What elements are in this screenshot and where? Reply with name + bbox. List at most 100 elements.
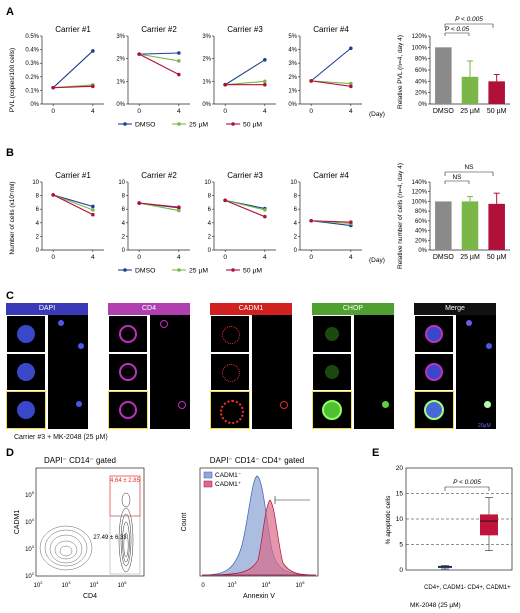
y-tick-label-b1-3: 6	[122, 207, 126, 213]
bar-b-2	[488, 203, 505, 250]
legend-label-b-0: DMSO	[135, 268, 155, 275]
point-b1-2-0	[137, 201, 141, 205]
micro-zoom-1	[6, 315, 46, 353]
svg-text:104: 104	[262, 580, 272, 589]
y-tick-label-b2-2: 4	[208, 221, 212, 227]
point-b3-2-1	[349, 220, 353, 224]
y-tick-label-b0-1: 2	[36, 234, 40, 240]
carrier-title-a3: Carrier #4	[313, 25, 349, 34]
svg-text:103: 103	[62, 580, 72, 589]
x-tick-label-a3-1: 4	[349, 108, 353, 115]
point-a0-0-1	[91, 49, 95, 53]
y-tick-label-a0-1: 0.1%	[25, 88, 39, 94]
box-y-tick-label-0: 0	[399, 567, 403, 574]
y-tick-label-a3-4: 4%	[288, 48, 297, 54]
point-a1-1-1	[177, 59, 181, 63]
panel-letter-b: B	[6, 147, 14, 159]
micro-header-merge: Merge	[414, 303, 496, 315]
svg-text:102: 102	[34, 580, 44, 589]
panel-e-cat-2: CD4+, CADM1+	[467, 585, 511, 591]
y-tick-label-b0-2: 4	[36, 221, 40, 227]
point-a3-2-1	[349, 84, 353, 89]
bar-category-a-0: DMSO	[433, 108, 455, 115]
y-tick-label-a1-0: 0%	[116, 102, 125, 108]
y-tick-label-a3-0: 0%	[288, 102, 297, 108]
panel-a-p-top: P < 0.005	[455, 16, 483, 23]
series-line-a1-0	[139, 52, 179, 55]
panel-b-ylabel: Number of cells (x10⁵/ml)	[9, 181, 16, 254]
y-tick-label-a0-4: 0.4%	[25, 48, 39, 54]
bar-category-a-1: 25 µM	[460, 108, 480, 115]
panel-a-ylabel: PVL (copies/100 cells)	[9, 48, 16, 112]
y-tick-label-b3-3: 6	[294, 207, 298, 213]
bar-y-tick-label-b-3: 60%	[415, 219, 428, 225]
y-tick-label-a2-1: 1%	[202, 79, 211, 85]
point-b2-2-0	[223, 198, 227, 203]
panel-d-right-ylabel: Count	[181, 513, 188, 532]
panel-e-significance: P < 0.005	[444, 479, 490, 491]
y-tick-label-b3-1: 2	[294, 234, 298, 240]
y-tick-label-b1-1: 2	[122, 234, 126, 240]
bar-y-tick-label-b-0: 0%	[418, 248, 427, 254]
y-tick-label-a1-3: 3%	[116, 34, 125, 40]
panel-c-microscopy: DAPI CD4 CADM1 CHOP	[6, 303, 514, 433]
bar-y-tick-label-b-6: 120%	[412, 190, 428, 196]
y-tick-label-b2-0: 0	[208, 248, 212, 254]
panel-c-caption: Carrier #3 + MK-2048 (25 µM)	[14, 434, 108, 441]
series-line-b0-1	[52, 194, 94, 211]
y-tick-label-a3-1: 1%	[288, 88, 297, 94]
point-a0-2-1	[91, 84, 95, 89]
panel-e-p: P < 0.005	[453, 479, 481, 486]
point-a3-2-0	[309, 79, 313, 83]
svg-text:104: 104	[25, 517, 35, 526]
micro-header-dapi: DAPI	[6, 303, 88, 315]
legend-cadm1-negative: CADM1⁻	[215, 472, 242, 479]
box-y-tick-label-4: 20	[396, 465, 404, 472]
point-a2-0-1	[263, 58, 267, 62]
carrier-title-a0: Carrier #1	[55, 25, 91, 34]
y-tick-label-b0-0: 0	[36, 248, 40, 254]
legend-marker-b-1	[177, 268, 181, 272]
panel-d-left-yticks: 102 103 104 105	[25, 490, 35, 580]
point-b1-1-1	[177, 208, 181, 213]
series-line-b2-1	[225, 199, 265, 211]
y-tick-label-b1-4: 8	[122, 194, 126, 200]
legend-marker-b-0	[123, 268, 127, 272]
panel-a-p-bottom: P < 0.05	[445, 26, 470, 33]
panel-letter-a: A	[6, 6, 14, 18]
series-line-a2-0	[224, 59, 266, 86]
x-tick-label-b2-0: 0	[223, 254, 227, 261]
gate-upper-value: 4.64 ± 2.85	[110, 478, 141, 484]
bar-a-2	[488, 81, 505, 104]
x-tick-label-a1-1: 4	[177, 108, 181, 115]
panel-e-xcaption: MK-2048 (25 µM)	[410, 602, 461, 609]
panel-d-histogram: DAPI⁻ CD14⁻ CD4⁺ gated CADM1⁻ CADM1⁺ Ann…	[181, 456, 319, 600]
bar-b-0	[435, 201, 452, 250]
legend-marker-a-2	[231, 122, 235, 126]
panel-e-ylabel: % apoptotic cells	[385, 495, 392, 545]
y-tick-label-b3-4: 8	[294, 194, 298, 200]
y-tick-label-a1-2: 2%	[116, 57, 125, 63]
svg-text:102: 102	[25, 571, 35, 580]
legend-label-b-1: 25 µM	[189, 268, 208, 275]
bar-y-tick-label-b-7: 140%	[412, 180, 428, 186]
x-tick-label-b2-1: 4	[263, 254, 267, 261]
y-tick-label-a3-5: 5%	[288, 34, 297, 40]
x-tick-label-b1-1: 4	[177, 254, 181, 261]
contour-lines	[39, 492, 134, 573]
panel-d-right-xticks: 0 103 104 105	[201, 580, 305, 589]
panel-d-right-xlabel: Annexin V	[243, 593, 275, 600]
panel-d-left-title: DAPI⁻ CD14⁻ gated	[44, 456, 116, 465]
micro-field-dapi	[48, 315, 88, 429]
series-line-a1-1	[139, 53, 179, 62]
micro-field-chop	[354, 315, 394, 429]
series-line-a0-0	[52, 50, 94, 89]
point-b2-1-1	[263, 208, 267, 212]
legend-label-a-2: 50 µM	[243, 122, 262, 129]
panel-b-significance: NS NS	[444, 164, 494, 184]
panel-d-left-xticks: 102 103 104 105	[34, 580, 128, 589]
point-a3-1-1	[349, 81, 353, 86]
y-tick-label-b2-3: 6	[208, 207, 212, 213]
svg-text:105: 105	[296, 580, 306, 589]
legend-cadm1-positive: CADM1⁺	[215, 481, 242, 488]
